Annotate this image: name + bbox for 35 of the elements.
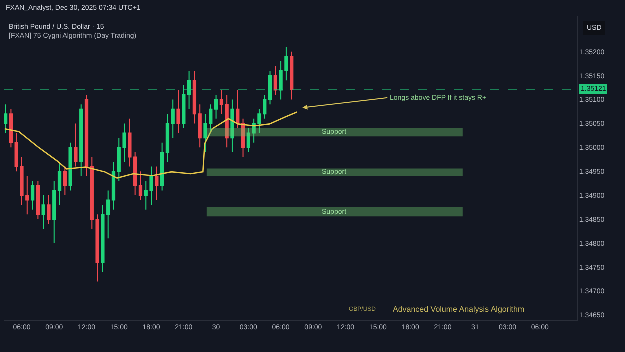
candlestick <box>274 66 278 96</box>
candlestick <box>171 99 175 139</box>
candlestick <box>58 162 62 206</box>
candlestick <box>36 180 40 220</box>
candlestick <box>290 51 294 100</box>
candlestick <box>220 90 224 115</box>
candlestick <box>236 90 240 129</box>
candlestick <box>47 195 51 225</box>
candlestick <box>63 166 67 196</box>
candlestick <box>80 104 84 177</box>
candlestick <box>52 180 56 244</box>
candlestick <box>187 70 192 110</box>
candlestick <box>74 123 78 168</box>
candlestick <box>192 70 197 124</box>
candlestick <box>214 94 218 120</box>
candlestick <box>30 180 35 210</box>
candlestick <box>160 142 164 192</box>
candlestick <box>9 108 14 148</box>
candlestick <box>138 171 143 201</box>
annotation: Advanced Volume Analysis Algorithm <box>393 305 525 314</box>
candlestick <box>84 94 89 177</box>
candlestick <box>166 114 170 163</box>
line-series <box>4 112 298 179</box>
candlestick <box>182 84 186 129</box>
candlestick <box>112 162 116 210</box>
candlestick <box>225 94 229 148</box>
candlestick <box>198 104 202 148</box>
candlestick <box>42 195 46 230</box>
candlestick <box>241 118 246 158</box>
candlestick <box>4 104 8 134</box>
candlestick <box>268 70 272 106</box>
candlestick <box>176 90 180 134</box>
candlestick <box>68 142 72 192</box>
candlestick <box>155 166 159 201</box>
candlestick <box>230 99 234 153</box>
